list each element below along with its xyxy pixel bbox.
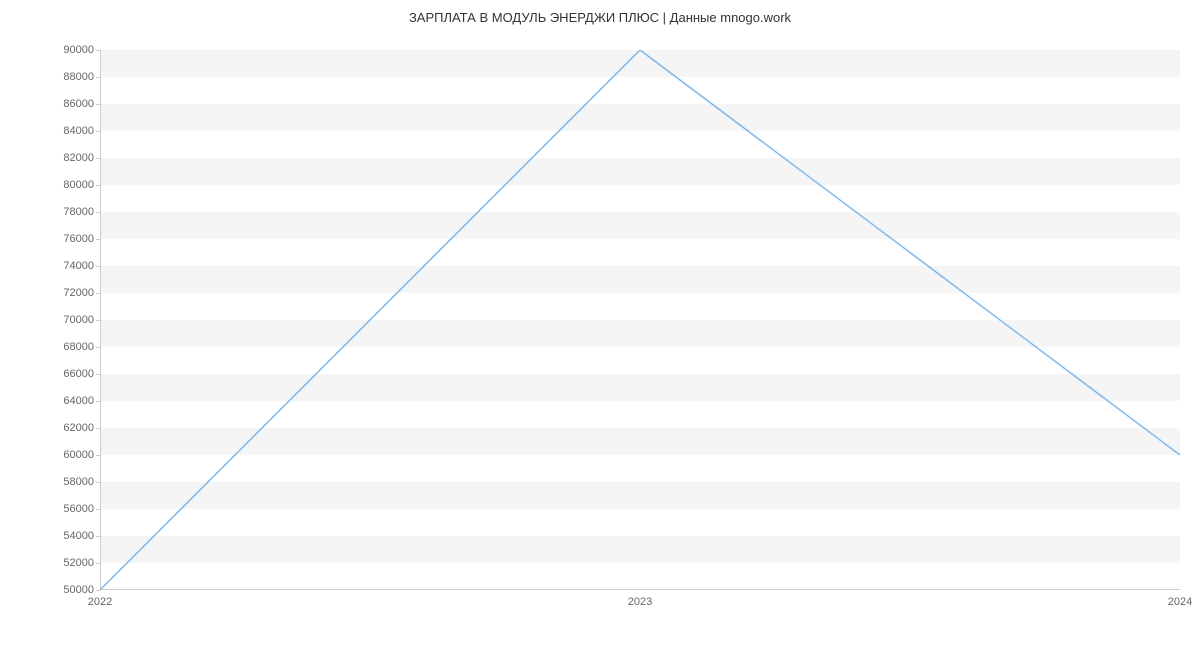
y-tick-label: 56000 [63,503,100,515]
chart-title: ЗАРПЛАТА В МОДУЛЬ ЭНЕРДЖИ ПЛЮС | Данные … [0,0,1200,25]
grid-band [100,50,1180,77]
grid-band [100,77,1180,104]
grid-band [100,455,1180,482]
y-tick-label: 84000 [63,125,100,137]
y-tick-label: 88000 [63,71,100,83]
y-tick-label: 72000 [63,287,100,299]
grid-band [100,266,1180,293]
y-tick-label: 52000 [63,557,100,569]
grid-band [100,212,1180,239]
grid-band [100,536,1180,563]
y-tick-label: 74000 [63,260,100,272]
grid-band [100,347,1180,374]
y-tick-label: 90000 [63,44,100,56]
y-tick-label: 60000 [63,449,100,461]
x-axis-line [100,589,1180,590]
x-tick-label: 2023 [628,590,652,608]
grid-band [100,158,1180,185]
y-axis-line [100,50,101,590]
y-tick-label: 86000 [63,98,100,110]
y-tick-label: 78000 [63,206,100,218]
grid-band [100,374,1180,401]
y-tick-label: 82000 [63,152,100,164]
grid-band [100,131,1180,158]
plot-background: 5000052000540005600058000600006200064000… [100,50,1180,590]
y-tick-label: 64000 [63,395,100,407]
y-tick-label: 54000 [63,530,100,542]
grid-band [100,293,1180,320]
grid-band [100,239,1180,266]
y-tick-label: 62000 [63,422,100,434]
y-tick-label: 76000 [63,233,100,245]
grid-band [100,563,1180,590]
grid-band [100,509,1180,536]
y-tick-label: 80000 [63,179,100,191]
grid-band [100,185,1180,212]
grid-band [100,320,1180,347]
x-tick-label: 2022 [88,590,112,608]
x-tick-label: 2024 [1168,590,1192,608]
grid-band [100,401,1180,428]
y-tick-label: 70000 [63,314,100,326]
y-tick-label: 66000 [63,368,100,380]
grid-band [100,104,1180,131]
grid-band [100,428,1180,455]
y-tick-label: 58000 [63,476,100,488]
y-tick-label: 68000 [63,341,100,353]
chart-plot-area: 5000052000540005600058000600006200064000… [100,50,1180,590]
grid-band [100,482,1180,509]
